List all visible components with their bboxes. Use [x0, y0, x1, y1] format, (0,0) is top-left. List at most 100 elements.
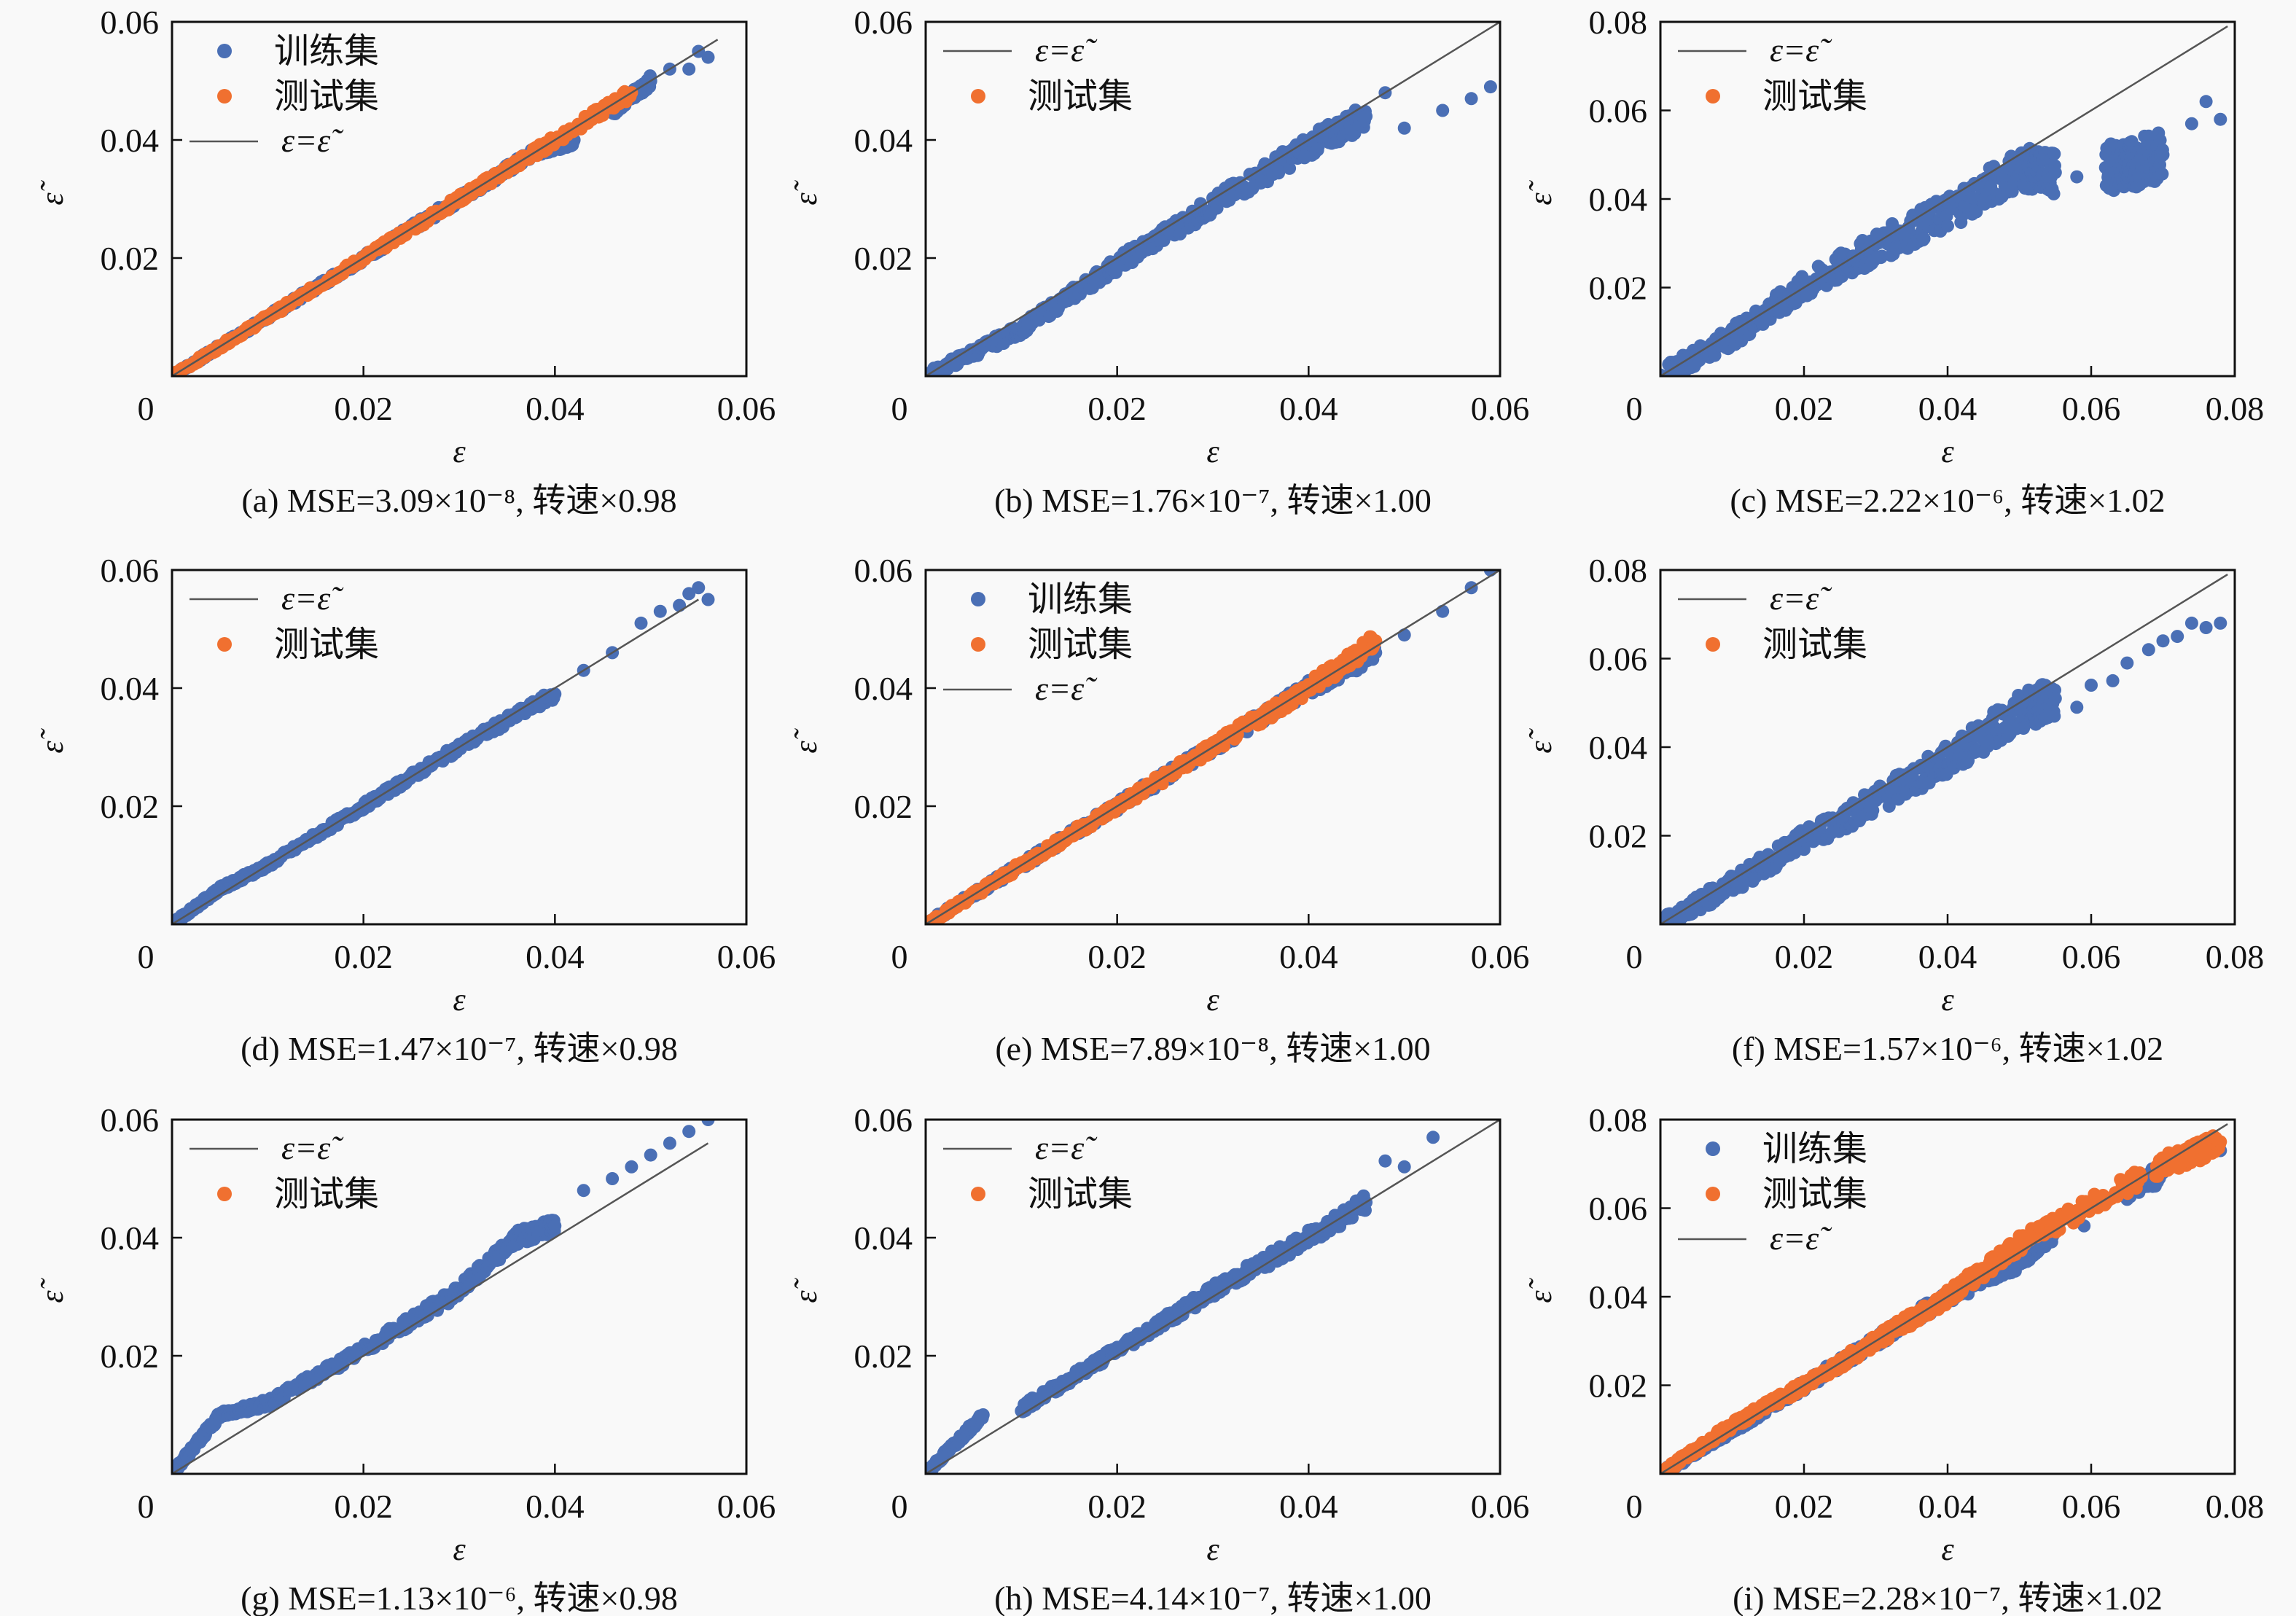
y-tick-label: 0.06: [101, 1101, 160, 1139]
scatter-point: [1464, 92, 1478, 106]
x-axis-label: ε: [1941, 434, 1954, 469]
y-axis-label: ε̃: [788, 727, 824, 753]
scatter-point: [1283, 161, 1297, 175]
y-tick-label: 0.04: [854, 1219, 913, 1257]
scatter-point: [1917, 232, 1931, 246]
scatter-point: [548, 1219, 562, 1233]
x-axis-label: ε: [453, 1531, 466, 1567]
x-tick-label: 0.02: [334, 390, 393, 427]
scatter-point: [2141, 643, 2155, 657]
legend-marker-train: [971, 592, 985, 606]
identity-line: [926, 1120, 1500, 1474]
scatter-point: [634, 616, 648, 630]
x-tick-label: 0: [891, 938, 908, 975]
x-tick-label: 0.08: [2206, 390, 2265, 427]
x-tick-label: 0.06: [717, 938, 776, 975]
panel-caption: (c) MSE=2.22×10⁻⁶, 转速×1.02: [1730, 482, 2165, 519]
y-tick-label: 0.04: [854, 670, 913, 707]
scatter-point: [2156, 634, 2170, 648]
identity-line: [172, 1142, 709, 1474]
x-tick-label: 0.04: [1918, 938, 1977, 975]
axes-frame: [924, 20, 1502, 378]
x-tick-label: 0: [891, 1488, 908, 1525]
scatter-point: [682, 1125, 696, 1139]
scatter-point: [1969, 205, 1983, 219]
legend-label-train: 训练集: [1028, 579, 1133, 620]
plot-marks: [172, 39, 719, 376]
legend-label-test: 测试集: [1028, 1174, 1133, 1214]
identity-line: [926, 570, 1500, 924]
scatter-point: [548, 687, 562, 701]
scatter-point: [682, 587, 696, 601]
y-axis-label: ε̃: [34, 179, 70, 205]
legend-label-test: 测试集: [1762, 76, 1867, 117]
scatter-point: [692, 581, 706, 595]
identity-line: [926, 22, 1500, 376]
panel-caption: (g) MSE=1.13×10⁻⁶, 转速×0.98: [241, 1580, 678, 1616]
panel-caption: (b) MSE=1.76×10⁻⁷, 转速×1.00: [994, 482, 1432, 519]
scatter-point: [2047, 147, 2061, 161]
scatter-point: [653, 604, 667, 618]
y-axis-label: ε̃: [34, 727, 70, 753]
x-axis-label: ε: [1206, 434, 1219, 469]
panel-caption: (f) MSE=1.57×10⁻⁶, 转速×1.02: [1732, 1030, 2163, 1067]
x-tick-label: 0: [138, 390, 155, 427]
y-tick-label: 0.06: [101, 552, 160, 589]
x-tick-label: 0.08: [2206, 938, 2265, 975]
legend-marker-test: [217, 1187, 232, 1201]
legend-marker-test: [971, 637, 985, 652]
identity-line: [1660, 574, 2228, 924]
legend-label-test: 测试集: [1028, 76, 1133, 117]
plot-marks: [926, 22, 1500, 376]
panel-f: 0 0.02 0.04 0.06 0.080.020.040.060.08εε̃(f) …: [1523, 552, 2264, 1067]
y-tick-label: 0.06: [1589, 641, 1648, 678]
scatter-point: [1378, 1154, 1392, 1168]
axes-frame: [171, 1118, 748, 1475]
scatter-point: [682, 62, 696, 76]
scatter-point: [2199, 621, 2213, 634]
x-tick-label: 0.04: [1279, 390, 1338, 427]
axes-frame: [171, 20, 748, 378]
legend-label-test: 测试集: [1762, 624, 1867, 665]
scatter-point: [577, 1184, 590, 1198]
x-tick-label: 0: [1626, 390, 1643, 427]
y-tick-label: 0.06: [1589, 93, 1648, 130]
x-tick-label: 0.04: [526, 390, 585, 427]
x-axis-label: ε: [1206, 982, 1219, 1018]
legend-label-train: 训练集: [274, 31, 379, 71]
scatter-point: [2048, 165, 2062, 179]
scatter-point: [2070, 170, 2084, 184]
legend: ε=ε̃测试集: [943, 31, 1133, 117]
y-tick-label: 0.06: [854, 552, 913, 589]
scatter-point: [2199, 95, 2213, 109]
scatter-point: [1397, 121, 1411, 135]
x-tick-label: 0.02: [1088, 1488, 1147, 1525]
panel-caption: (a) MSE=3.09×10⁻⁸, 转速×0.98: [241, 482, 676, 519]
y-tick-label: 0.06: [854, 4, 913, 41]
x-tick-label: 0.06: [2062, 938, 2121, 975]
y-tick-label: 0.02: [101, 1338, 160, 1375]
scatter-point: [1397, 628, 1411, 642]
scatter-point: [2047, 187, 2061, 200]
scatter-point: [1483, 80, 1497, 94]
x-axis-label: ε: [1206, 1531, 1219, 1567]
scatter-point: [701, 1120, 715, 1126]
y-tick-label: 0.06: [101, 4, 160, 41]
y-tick-label: 0.04: [1589, 181, 1648, 218]
y-tick-label: 0.04: [101, 122, 160, 159]
scatter-point: [606, 1172, 620, 1185]
x-tick-label: 0.06: [1471, 390, 1530, 427]
y-tick-label: 0.04: [101, 1219, 160, 1257]
x-tick-label: 0: [891, 390, 908, 427]
series-train: [172, 1120, 715, 1474]
scatter-point: [1866, 803, 1880, 817]
scatter-point: [2171, 630, 2184, 644]
x-tick-label: 0.02: [1775, 390, 1834, 427]
y-axis-label: ε̃: [788, 1277, 824, 1303]
identity-line: [172, 598, 699, 924]
identity-line: [172, 39, 719, 376]
